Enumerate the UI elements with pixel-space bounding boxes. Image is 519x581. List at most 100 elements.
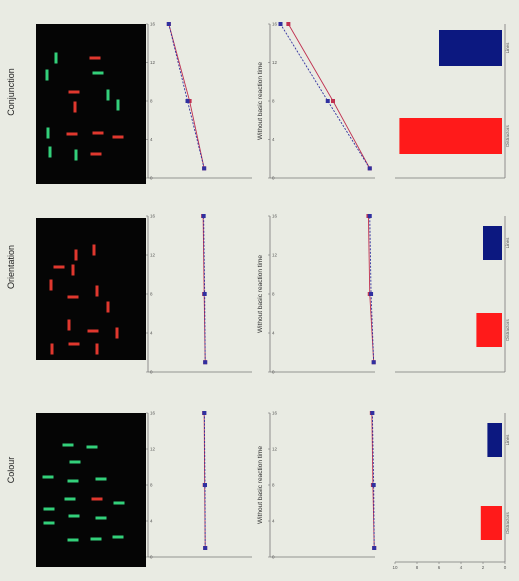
bar — [399, 118, 502, 154]
stimulus-orientation — [36, 218, 146, 360]
stimulus-line — [43, 507, 55, 511]
x-tick-label: 8 — [272, 483, 275, 488]
stimulus-line — [90, 537, 102, 541]
stimulus-line — [48, 146, 52, 158]
stimulus-line — [95, 477, 107, 481]
data-point — [370, 411, 375, 415]
stimulus-line — [67, 295, 79, 299]
data-point — [202, 483, 207, 487]
stimulus-line — [112, 535, 124, 539]
data-point — [325, 99, 330, 103]
stimulus-conjunction — [36, 24, 146, 184]
x-tick-label: 4 — [272, 331, 275, 336]
x-tick-label: 8 — [272, 292, 275, 297]
data-point — [203, 546, 208, 550]
stimulus-colour — [36, 413, 146, 567]
x-tick-label: 16 — [150, 411, 156, 416]
stimulus-line — [106, 89, 110, 101]
stimulus-line — [68, 90, 80, 94]
chart-colour-rt-corrected: 0 4 8 12 16 Without basic reaction time — [257, 411, 377, 560]
chart-orientation-rt-corrected: 0 4 8 12 16 Without basic reaction time — [257, 214, 376, 375]
category-label: Distractors — [505, 125, 510, 147]
x-tick-label: 4 — [272, 137, 275, 142]
value-tick-label: 10 — [392, 565, 398, 570]
chart-conjunction-rt-corrected: 0 4 8 12 16 Without basic reaction time — [257, 22, 375, 181]
bar — [476, 313, 502, 347]
value-tick-label: 6 — [438, 565, 441, 570]
stimulus-line — [67, 538, 79, 542]
row-label-conjunction: Conjunction — [6, 68, 16, 116]
stimulus-line — [42, 475, 54, 479]
stimulus-line — [69, 460, 81, 464]
stimulus-colour-background — [36, 413, 146, 567]
row-labels: Conjunction Orientation Colour — [6, 68, 16, 483]
stimulus-line — [68, 342, 80, 346]
stimulus-line — [92, 131, 104, 135]
plots: 0 4 8 12 16 0 4 8 12 16 Without basic reaction tim… — [146, 22, 510, 570]
data-point — [185, 99, 190, 103]
chart-colour-slopes: Distractors Lines 0 2 4 6 8 10 — [392, 413, 510, 570]
stimulus-line — [45, 69, 49, 81]
chart-conjunction-rt: 0 4 8 12 16 — [146, 22, 252, 181]
stimulus-line — [62, 443, 74, 447]
bar — [480, 506, 502, 540]
stimulus-line — [67, 479, 79, 483]
value-tick-label: 4 — [460, 565, 463, 570]
data-point — [331, 99, 335, 103]
stimulus-line — [74, 249, 78, 261]
stimulus-line — [95, 285, 99, 297]
data-point — [371, 360, 376, 365]
data-point — [202, 292, 207, 296]
data-point — [367, 214, 372, 218]
row-label-colour: Colour — [6, 457, 16, 484]
x-tick-label: 16 — [272, 214, 278, 219]
stimulus-line — [50, 343, 54, 355]
x-tick-label: 0 — [150, 370, 153, 375]
x-axis-label: Without basic reaction time — [257, 255, 264, 333]
series-line — [168, 23, 205, 169]
data-point — [371, 483, 376, 487]
stimulus-line — [87, 329, 99, 333]
data-point — [203, 360, 208, 365]
series-line — [287, 23, 371, 169]
chart-orientation-slopes: Distractors Lines — [395, 216, 510, 373]
stimulus-line — [106, 301, 110, 313]
data-point — [187, 99, 192, 103]
stimulus-line — [74, 149, 78, 161]
bar — [487, 423, 502, 457]
category-label: Distractors — [505, 319, 510, 341]
stimulus-line — [95, 343, 99, 355]
value-tick-label: 0 — [504, 565, 507, 570]
stimulus-line — [68, 514, 80, 518]
x-axis-label: Without basic reaction time — [257, 62, 264, 140]
data-point — [369, 292, 374, 296]
x-tick-label: 16 — [150, 22, 156, 27]
x-tick-label: 8 — [150, 483, 153, 488]
category-label: Distractors — [505, 512, 510, 534]
stimulus-line — [71, 264, 75, 276]
x-tick-label: 0 — [150, 176, 153, 181]
chart-colour-rt: 0 4 8 12 16 — [146, 411, 252, 560]
stimulus-line — [112, 135, 124, 139]
stimulus-orientation-background — [36, 218, 146, 360]
stimulus-line — [49, 279, 53, 291]
stimulus-line — [113, 501, 125, 505]
data-point — [201, 214, 206, 218]
stimulus-line — [115, 327, 119, 339]
x-axis-label: Without basic reaction time — [257, 446, 264, 524]
x-tick-label: 0 — [272, 370, 275, 375]
data-point — [166, 22, 171, 26]
x-tick-label: 16 — [272, 22, 278, 27]
x-tick-label: 0 — [272, 555, 275, 560]
bar — [439, 30, 502, 66]
bar — [483, 226, 502, 260]
stimulus-line — [66, 132, 78, 136]
x-tick-label: 12 — [150, 253, 156, 258]
x-tick-label: 12 — [272, 447, 278, 452]
chart-conjunction-slopes: Distractors Lines — [395, 24, 510, 179]
stimulus-line — [54, 52, 58, 64]
x-tick-label: 12 — [150, 60, 156, 65]
x-tick-label: 12 — [150, 447, 156, 452]
x-tick-label: 8 — [150, 99, 153, 104]
